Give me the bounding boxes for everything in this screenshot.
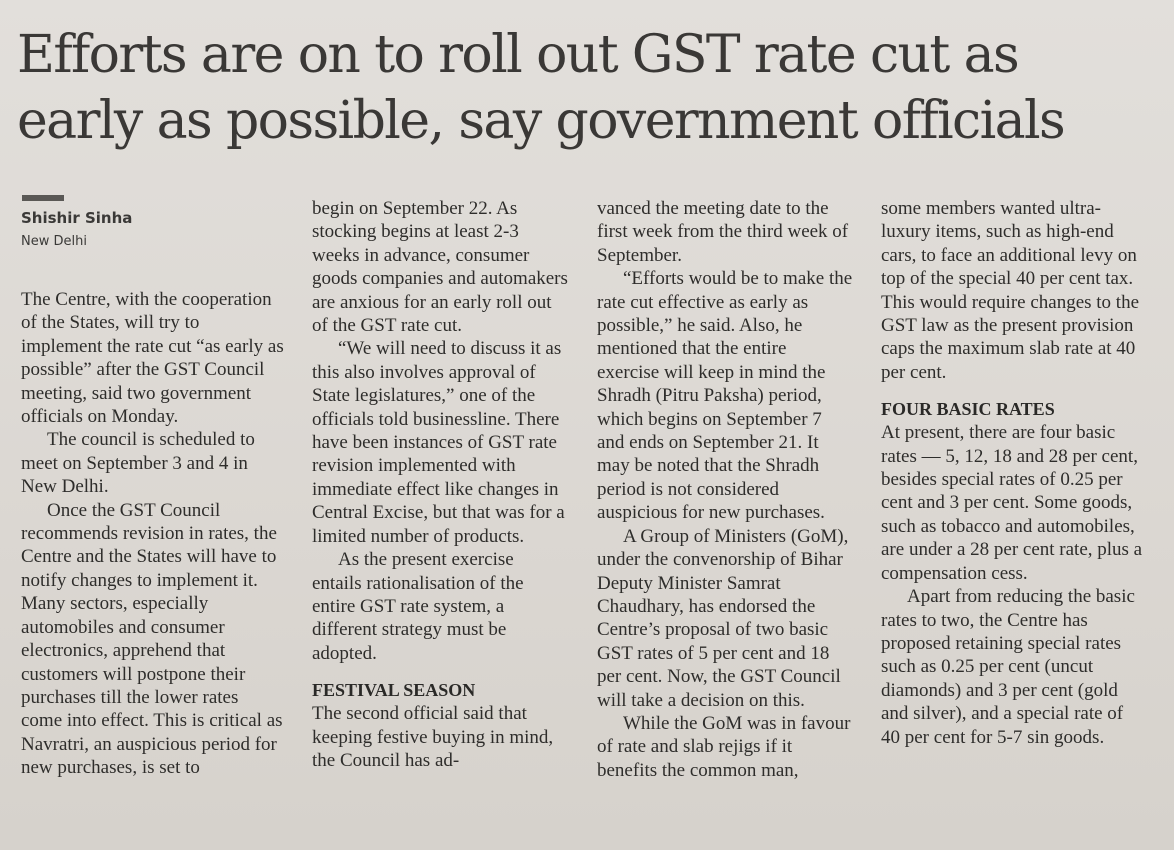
paragraph: At present, there are four basic rates —… xyxy=(881,422,1143,584)
subheading-four-basic-rates: FOUR BASIC RATES xyxy=(881,399,1055,420)
headline: Efforts are on to roll out GST rate cut … xyxy=(17,25,1066,151)
paragraph: Once the GST Council recommends revision… xyxy=(21,499,283,779)
paragraph: While the GoM was in favour of rate and … xyxy=(597,712,851,781)
byline-rule xyxy=(22,195,64,201)
article-column-3: vanced the meeting date to the first wee… xyxy=(597,197,853,782)
byline-author: Shishir Sinha xyxy=(21,209,133,227)
paragraph: A Group of Ministers (GoM), under the co… xyxy=(597,525,849,711)
paragraph: The Centre, with the cooperation of the … xyxy=(21,289,284,428)
paragraph: “We will need to discuss it as this also… xyxy=(312,338,565,547)
paragraph: Apart from reducing the basic rates to t… xyxy=(881,586,1135,748)
paragraph: vanced the meeting date to the first wee… xyxy=(597,198,849,266)
paragraph: As the present exercise entails rational… xyxy=(312,549,524,664)
article-column-1: The Centre, with the cooperation of the … xyxy=(21,288,284,780)
paragraph: begin on September 22. As stocking begin… xyxy=(312,198,568,337)
paragraph: The second official said that keeping fe… xyxy=(312,703,554,771)
subheading-festival-season: FESTIVAL SEASON xyxy=(312,680,476,701)
paragraph: “Efforts would be to make the rate cut e… xyxy=(597,268,853,524)
byline-dateline: New Delhi xyxy=(21,234,87,249)
paragraph: The council is scheduled to meet on Sept… xyxy=(21,429,255,498)
paragraph: some members wanted ultra-luxury items, … xyxy=(881,198,1140,383)
article-column-4: some members wanted ultra-luxury items, … xyxy=(881,197,1146,749)
article-column-2: begin on September 22. As stocking begin… xyxy=(312,197,568,772)
